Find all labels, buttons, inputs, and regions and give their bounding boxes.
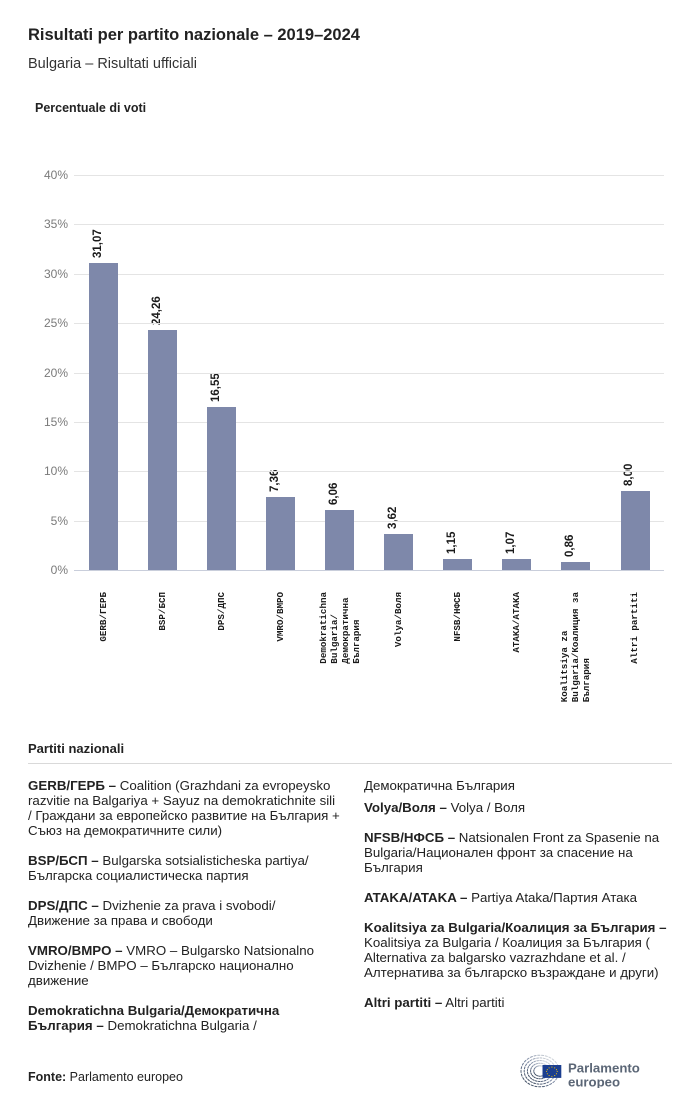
svg-text:Parlamento: Parlamento <box>568 1061 640 1076</box>
svg-text:europeo: europeo <box>568 1075 620 1089</box>
